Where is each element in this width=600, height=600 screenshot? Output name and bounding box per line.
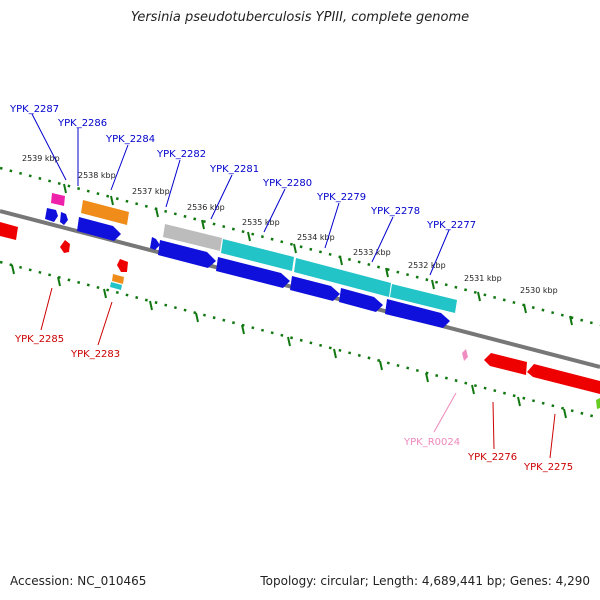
bottom-gene-labels: YPK_2285 YPK_2283 YPK_R0024 YPK_2276 YPK… (14, 334, 573, 473)
gene-label[interactable]: YPK_2275 (523, 462, 573, 473)
gene-label[interactable]: YPK_2283 (70, 349, 120, 360)
gene-arrow-blue[interactable] (290, 276, 340, 301)
gene-arrow-blue[interactable] (150, 237, 160, 250)
gene-arrow-red[interactable] (484, 353, 527, 375)
gene-label[interactable]: YPK_2276 (467, 452, 517, 463)
top-leader-lines (31, 113, 450, 276)
gene-label[interactable]: YPK_2277 (426, 220, 476, 231)
kbp-tick-marks (11, 183, 573, 419)
gene-label[interactable]: YPK_R0024 (403, 437, 460, 448)
gene-label[interactable]: YPK_2282 (156, 149, 206, 160)
gene-arrow-blue[interactable] (77, 217, 121, 241)
gene-arrow-red[interactable] (0, 222, 18, 240)
kbp-label: 2534 kbp (297, 233, 335, 242)
kbp-label: 2531 kbp (464, 274, 502, 283)
top-gene-labels: YPK_2287 YPK_2286 YPK_2284 YPK_2282 YPK_… (9, 104, 476, 231)
gene-label[interactable]: YPK_2286 (57, 118, 107, 129)
gene-feature-cyan[interactable] (294, 258, 391, 297)
gene-feature-cyan[interactable] (390, 284, 457, 313)
gene-arrow-blue[interactable] (45, 208, 58, 222)
kbp-label: 2536 kbp (187, 203, 225, 212)
kbp-label: 2537 kbp (132, 187, 170, 196)
gene-arrow-blue[interactable] (216, 257, 290, 288)
accession-text: Accession: NC_010465 (10, 574, 147, 588)
kbp-label: 2533 kbp (353, 248, 391, 257)
gene-label[interactable]: YPK_2279 (316, 192, 366, 203)
gene-arrow-pink[interactable] (462, 349, 468, 361)
gene-arrow-red[interactable] (117, 259, 128, 272)
kbp-label: 2532 kbp (408, 261, 446, 270)
kbp-label: 2539 kbp (22, 154, 60, 163)
gene-feature-orange[interactable] (81, 200, 129, 225)
topology-text: Topology: circular; Length: 4,689,441 bp… (260, 574, 590, 588)
gene-label[interactable]: YPK_2285 (14, 334, 64, 345)
trna-leader-line (433, 392, 457, 433)
bottom-leader-lines (40, 287, 556, 459)
gene-arrow-blue[interactable] (339, 288, 383, 312)
gene-arrow-blue[interactable] (60, 212, 68, 225)
gene-label[interactable]: YPK_2284 (105, 134, 155, 145)
gene-feature-magenta[interactable] (51, 193, 65, 206)
gene-label[interactable]: YPK_2287 (9, 104, 59, 115)
gene-label[interactable]: YPK_2281 (209, 164, 259, 175)
gene-arrow-blue[interactable] (385, 299, 450, 328)
gene-arrow-red[interactable] (527, 364, 600, 394)
gene-feature-green[interactable] (596, 398, 600, 409)
outer-tick-track (0, 166, 600, 327)
gene-arrow-red[interactable] (60, 240, 70, 253)
gene-feature-gray[interactable] (163, 224, 222, 251)
gene-feature-cyan[interactable] (110, 282, 122, 290)
gene-label[interactable]: YPK_2280 (262, 178, 312, 189)
kbp-label: 2538 kbp (78, 171, 116, 180)
gene-feature-orange[interactable] (112, 274, 124, 284)
gene-feature-cyan[interactable] (221, 239, 294, 271)
gene-label[interactable]: YPK_2278 (370, 206, 420, 217)
gene-arrow-blue[interactable] (158, 240, 216, 268)
kbp-label: 2535 kbp (242, 218, 280, 227)
map-title: Yersinia pseudotuberculosis YPIII, compl… (130, 10, 470, 25)
kbp-label: 2530 kbp (520, 286, 558, 295)
